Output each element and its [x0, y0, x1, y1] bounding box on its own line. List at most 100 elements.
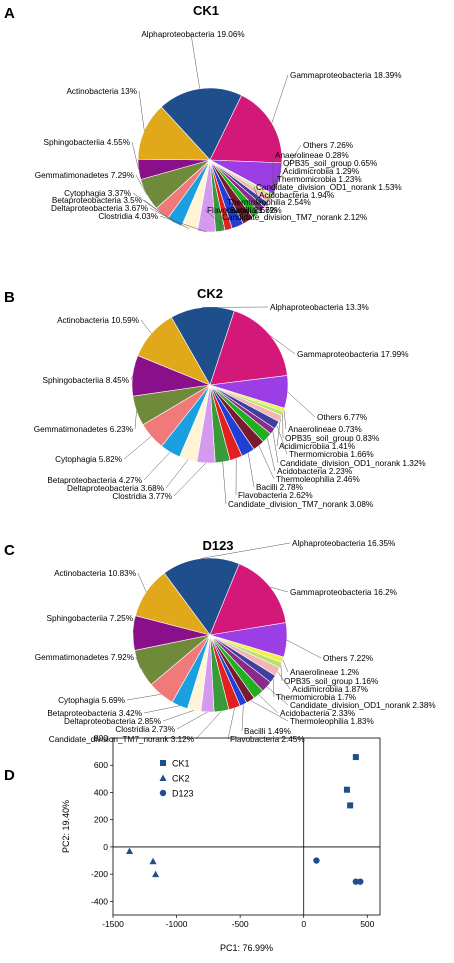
pie-title: D123	[202, 538, 233, 553]
plot-frame	[112, 737, 381, 916]
pie-label: Acidobacteria 2.33%	[280, 709, 355, 718]
pie-chart-d123: C D123 Alphaproteobacteria 16.35% Gammaprot…	[4, 538, 436, 744]
leader-line	[123, 436, 152, 460]
pie-label: Gemmatimonadetes 7.29%	[35, 171, 134, 180]
leader-line	[277, 671, 291, 690]
pie-label: Candidate_division_TM7_norank 3.12%	[49, 735, 194, 744]
leader-line	[159, 215, 207, 233]
pie-label: Anaerolineae 1.2%	[290, 668, 359, 677]
legend-label: CK1	[172, 759, 190, 769]
pie-label: Clostridia 3.77%	[112, 492, 172, 501]
leader-line	[143, 199, 175, 223]
pie-label: Deltaproteobacteria 3.67%	[51, 204, 148, 213]
data-point	[149, 857, 157, 865]
leader-line	[140, 319, 152, 334]
leader-line	[283, 409, 287, 430]
leader-line	[132, 617, 136, 634]
leader-line	[149, 207, 190, 230]
pie-slices	[132, 557, 288, 713]
legend-marker-circle	[159, 789, 167, 797]
leader-line	[143, 451, 171, 481]
panel-letter: C	[4, 542, 15, 559]
panel-letter: A	[4, 5, 15, 22]
pie-chart-ck2: B CK2 Alphaproteobacteria 13.3% Gammaproteo…	[4, 286, 426, 509]
pie-label: Others 7.22%	[323, 654, 373, 663]
pie-label: Gammaproteobacteria 16.2%	[290, 588, 397, 597]
leader-line	[138, 90, 145, 131]
leader-line	[200, 542, 291, 559]
data-point	[357, 878, 364, 885]
leader-line	[276, 425, 288, 455]
y-axis-label: PC2: 19.40%	[61, 800, 71, 853]
leader-line	[132, 192, 163, 214]
panel-letter: D	[4, 767, 15, 784]
leader-line	[190, 33, 200, 89]
leader-line	[204, 209, 229, 230]
leader-line	[227, 209, 239, 227]
pie-label: Deltaproteobacteria 3.68%	[67, 484, 164, 493]
pie-label: Thermoleophilia 2.54%	[227, 198, 311, 207]
x-tick-label: -1500	[102, 919, 124, 929]
data-point	[352, 878, 360, 885]
pie-label: Bacilli 2.78%	[256, 483, 303, 492]
legend-label: D123	[172, 789, 194, 799]
pie-chart-ck1: A CK1 Alphaproteobacteria 19.06% Gammaprote…	[4, 3, 402, 233]
pie-label: Gammaproteobacteria 17.99%	[297, 350, 409, 359]
pie-label: Gemmatimonadetes 7.92%	[35, 653, 134, 662]
leader-line	[143, 705, 180, 714]
x-tick-label: -500	[232, 919, 249, 929]
pie-slice-gammaproteobacteria	[209, 310, 288, 386]
pie-label: OPB35_soil_group 1.16%	[284, 677, 378, 686]
leader-line	[250, 700, 289, 722]
pie-label: Thermomicrobia 1.7%	[276, 693, 356, 702]
pie-label: Clostridia 2.73%	[115, 725, 175, 734]
pie-label: Thermomicrobia 1.23%	[277, 175, 362, 184]
leader-line	[270, 586, 289, 593]
legend-marker-triangle	[159, 774, 167, 781]
leader-line	[267, 437, 276, 472]
data-point	[343, 786, 350, 793]
pie-label: Betaproteobacteria 3.5%	[52, 196, 142, 205]
pie-label: Candidate_division_TM7_norank 3.08%	[228, 500, 373, 509]
leader-line	[253, 186, 263, 210]
pie-title: CK1	[193, 3, 219, 18]
leader-line	[258, 694, 279, 714]
leader-line	[137, 572, 147, 592]
pie-label: Thermoleophilia 1.83%	[290, 717, 374, 726]
pie-slice-gammaproteobacteria	[209, 94, 283, 164]
pie-label: Clostridia 4.03%	[98, 212, 158, 221]
legend-marker-square	[160, 760, 166, 766]
pie-label: Thermoleophilia 2.46%	[276, 475, 360, 484]
pie-label: Betaproteobacteria 3.42%	[47, 709, 142, 718]
pie-label: Flavobacteria 2.45%	[230, 735, 305, 744]
pie-label: Others 7.26%	[303, 141, 353, 150]
pie-label: Bacilli 2.67%	[230, 206, 277, 215]
y-tick-label: 800	[94, 733, 108, 743]
leader-line	[247, 452, 255, 488]
leader-line	[280, 665, 283, 682]
pie-slice-alphaproteobacteria	[160, 87, 243, 161]
pie-label: Others 6.77%	[317, 413, 367, 422]
pie-slice-gammaproteobacteria	[209, 563, 287, 636]
pie-label: Acidimicrobiia 1.87%	[292, 685, 368, 694]
leader-line	[224, 201, 249, 222]
pie-label: Acidimicrobiia 1.41%	[279, 442, 355, 451]
series-ck2	[126, 847, 160, 878]
x-tick-label: -1000	[166, 919, 188, 929]
pie-label: Acidobacteria 2.23%	[277, 467, 352, 476]
pie-label: Deltaproteobacteria 2.85%	[64, 717, 161, 726]
leader-line	[130, 375, 133, 381]
data-point	[313, 857, 320, 864]
pie-label: Candidate_division_OD1_norank 1.53%	[256, 183, 402, 192]
pie-label: Betaproteobacteria 4.27%	[47, 476, 142, 485]
leader-line	[126, 694, 161, 701]
pie-label: Candidate_division_OD1_norank 1.32%	[280, 459, 426, 468]
leader-line	[162, 710, 195, 722]
pie-label: Cytophagia 5.82%	[55, 455, 122, 464]
leader-line	[269, 170, 282, 201]
series-d123	[313, 857, 364, 885]
leader-line	[135, 174, 148, 195]
pie-label: Thermomicrobia 1.66%	[289, 450, 374, 459]
pie-label: Sphingobacteriia 8.45%	[43, 376, 130, 385]
leader-line	[241, 704, 244, 732]
